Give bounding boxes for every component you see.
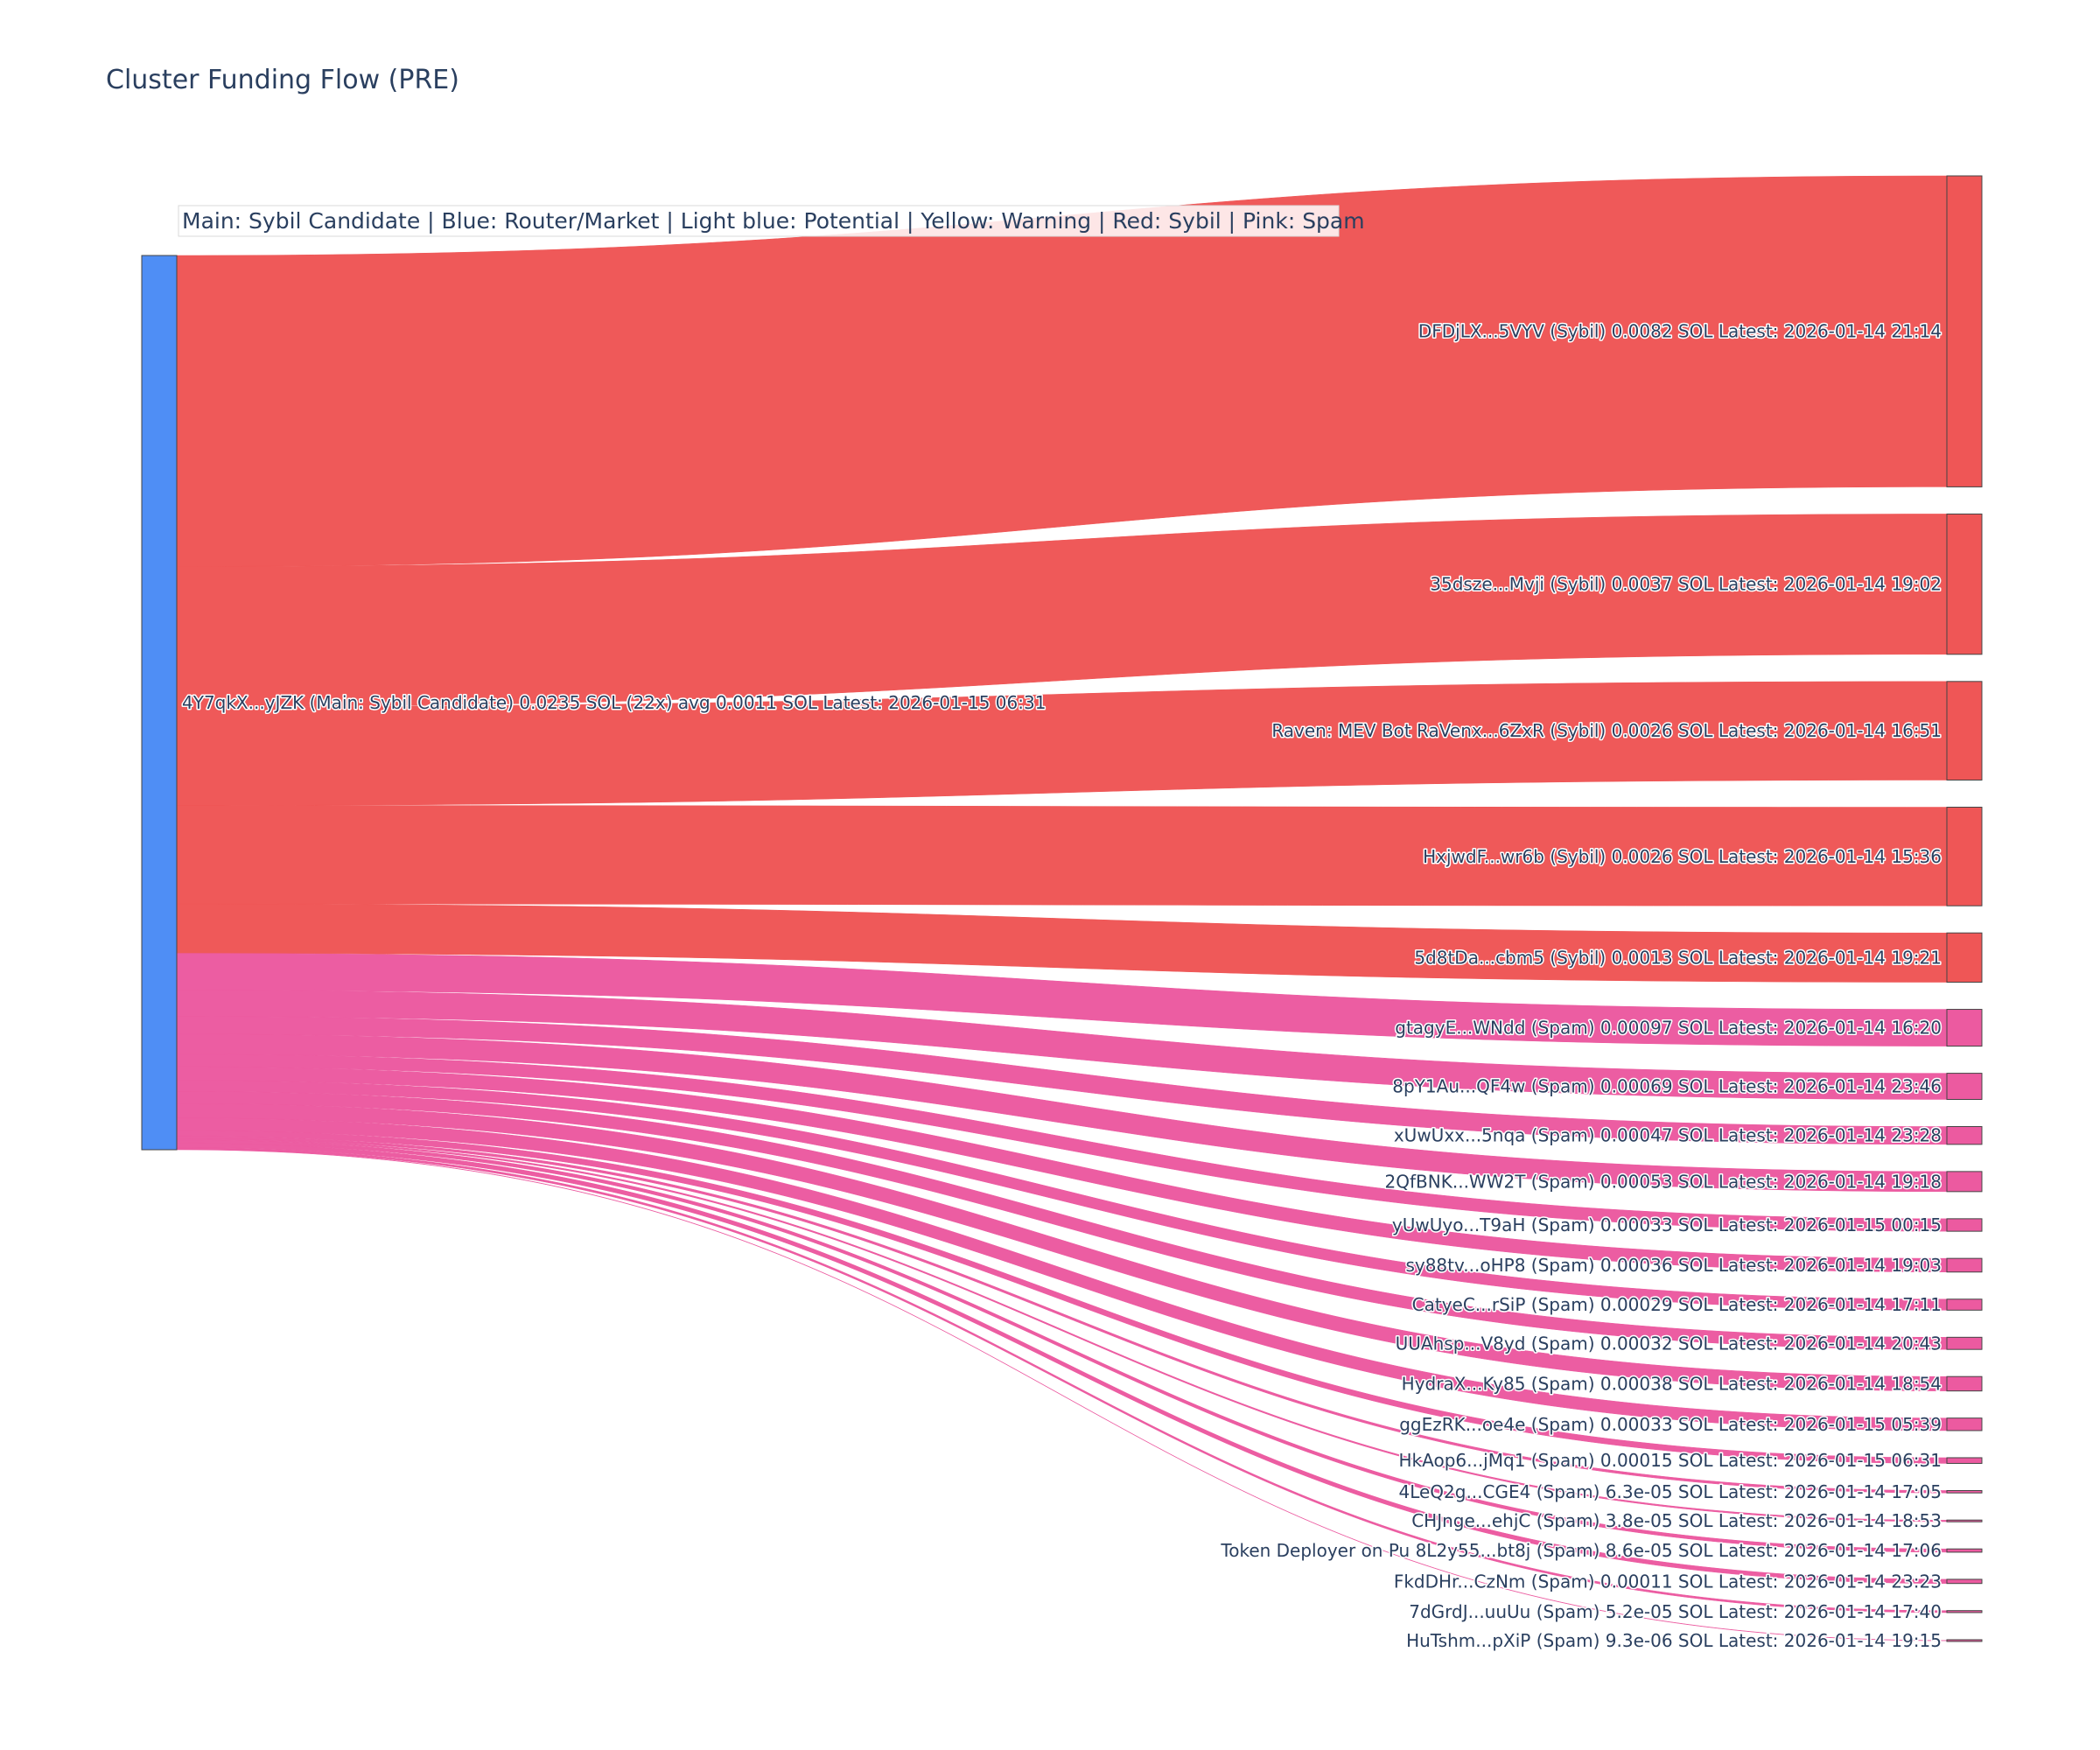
target-node-label: 4LeQ2g...CGE4 (Spam) 6.3e-05 SOL Latest:… bbox=[1398, 1481, 1942, 1502]
target-node[interactable] bbox=[1946, 1376, 1983, 1392]
source-node[interactable] bbox=[141, 255, 178, 1151]
target-node-label: 8pY1Au...QF4w (Spam) 0.00069 SOL Latest:… bbox=[1392, 1076, 1942, 1097]
target-node-label: gtagyE...WNdd (Spam) 0.00097 SOL Latest:… bbox=[1395, 1018, 1942, 1039]
target-node-label: HuTshm...pXiP (Spam) 9.3e-06 SOL Latest:… bbox=[1406, 1630, 1942, 1651]
target-node[interactable] bbox=[1946, 1639, 1983, 1642]
chart-title: Cluster Funding Flow (PRE) bbox=[106, 65, 459, 95]
target-node-label: 5d8tDa...cbm5 (Sybil) 0.0013 SOL Latest:… bbox=[1414, 947, 1942, 968]
target-node[interactable] bbox=[1946, 1298, 1983, 1311]
node-labels: 4Y7qkX...yJZK (Main: Sybil Candidate) 0.… bbox=[181, 319, 1943, 1652]
target-node[interactable] bbox=[1946, 1257, 1983, 1273]
target-node[interactable] bbox=[1946, 1073, 1983, 1100]
target-node-label: 2QfBNK...WW2T (Spam) 0.00053 SOL Latest:… bbox=[1385, 1171, 1942, 1192]
target-node[interactable] bbox=[1946, 1519, 1983, 1522]
target-node-label: HkAop6...jMq1 (Spam) 0.00015 SOL Latest:… bbox=[1399, 1450, 1942, 1471]
target-node-label: FkdDHr...CzNm (Spam) 0.00011 SOL Latest:… bbox=[1394, 1571, 1942, 1592]
target-node-label: HydraX...Ky85 (Spam) 0.00038 SOL Latest:… bbox=[1402, 1373, 1942, 1394]
target-node-label: Token Deployer on Pu 8L2y55...bt8j (Spam… bbox=[1220, 1540, 1942, 1561]
target-node-label: yUwUyo...T9aH (Spam) 0.00033 SOL Latest:… bbox=[1392, 1214, 1942, 1236]
target-node-label: xUwUxx...5nqa (Spam) 0.00047 SOL Latest:… bbox=[1394, 1125, 1942, 1146]
target-node[interactable] bbox=[1946, 1610, 1983, 1614]
target-node[interactable] bbox=[1946, 1125, 1983, 1145]
target-node-label: UUAhsp...V8yd (Spam) 0.00032 SOL Latest:… bbox=[1396, 1333, 1942, 1354]
target-node[interactable] bbox=[1946, 1418, 1983, 1432]
source-node-label: 4Y7qkX...yJZK (Main: Sybil Candidate) 0.… bbox=[182, 692, 1046, 713]
target-node-label: sy88tv...oHP8 (Spam) 0.00036 SOL Latest:… bbox=[1405, 1255, 1942, 1276]
legend-note-box bbox=[178, 205, 1340, 237]
target-node[interactable] bbox=[1946, 1171, 1983, 1193]
target-node-label: DFDjLX...5VYV (Sybil) 0.0082 SOL Latest:… bbox=[1418, 321, 1942, 342]
target-node[interactable] bbox=[1946, 807, 1983, 906]
target-node[interactable] bbox=[1946, 175, 1983, 487]
target-node[interactable] bbox=[1946, 513, 1983, 655]
legend-note-text: Main: Sybil Candidate | Blue: Router/Mar… bbox=[182, 208, 1365, 234]
target-node[interactable] bbox=[1946, 1457, 1983, 1464]
target-node-label: ggEzRK...oe4e (Spam) 0.00033 SOL Latest:… bbox=[1399, 1414, 1942, 1435]
nodes bbox=[141, 175, 1983, 1642]
target-node-label: 7dGrdJ...uuUu (Spam) 5.2e-05 SOL Latest:… bbox=[1409, 1601, 1942, 1622]
flow-links bbox=[176, 175, 1948, 1642]
target-node-label: HxjwdF...wr6b (Sybil) 0.0026 SOL Latest:… bbox=[1423, 846, 1942, 867]
legend-note: Main: Sybil Candidate | Blue: Router/Mar… bbox=[178, 205, 1365, 237]
target-node[interactable] bbox=[1946, 1489, 1983, 1494]
target-node[interactable] bbox=[1946, 1548, 1983, 1553]
target-node[interactable] bbox=[1946, 932, 1983, 984]
target-node-label: CatyeC...rSiP (Spam) 0.00029 SOL Latest:… bbox=[1412, 1294, 1942, 1315]
target-node[interactable] bbox=[1946, 1336, 1983, 1350]
target-node-label: 35dsze...Mvji (Sybil) 0.0037 SOL Latest:… bbox=[1430, 574, 1942, 595]
target-node-label: CHJnge...ehjC (Spam) 3.8e-05 SOL Latest:… bbox=[1411, 1510, 1942, 1531]
target-node[interactable] bbox=[1946, 1578, 1983, 1585]
target-node-label: Raven: MEV Bot RaVenx...6ZxR (Sybil) 0.0… bbox=[1271, 720, 1942, 741]
target-node[interactable] bbox=[1946, 681, 1983, 781]
target-node[interactable] bbox=[1946, 1009, 1983, 1047]
target-node[interactable] bbox=[1946, 1218, 1983, 1232]
